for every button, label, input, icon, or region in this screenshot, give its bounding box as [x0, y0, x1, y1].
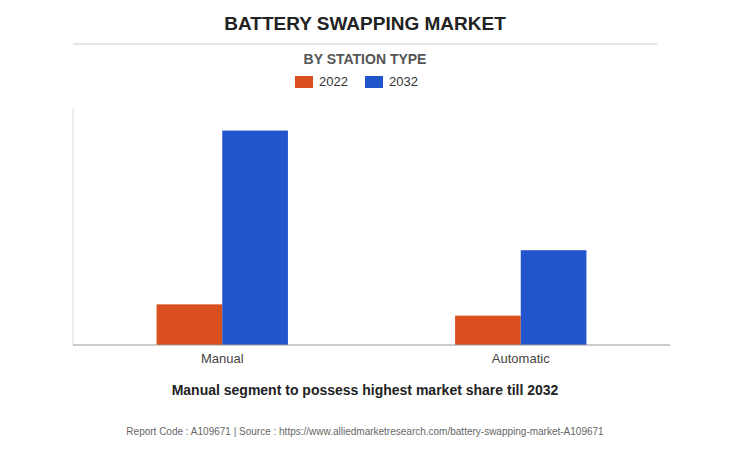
chart: BATTERY SWAPPING MARKET BY STATION TYPE 20… [0, 0, 730, 453]
bar [222, 131, 288, 345]
legend: 2022 2032 [295, 74, 418, 89]
legend-label: 2032 [389, 74, 418, 89]
background [0, 0, 730, 453]
x-tick-label: Automatic [492, 351, 550, 366]
x-axis [73, 345, 670, 346]
bar [157, 304, 223, 345]
y-axis [73, 108, 74, 345]
footer: Manual segment to possess highest market… [172, 382, 559, 398]
legend-swatch [295, 76, 313, 88]
bars [157, 131, 587, 345]
x-tick-label: Manual [201, 351, 244, 366]
subtitle: BY STATION TYPE [304, 51, 427, 67]
bar [455, 316, 521, 345]
source: Report Code : A109671 | Source : https:/… [126, 426, 604, 437]
legend-swatch [365, 76, 383, 88]
title: BATTERY SWAPPING MARKET [224, 13, 506, 34]
legend-label: 2022 [319, 74, 348, 89]
separator [73, 44, 657, 45]
bar [521, 250, 587, 345]
